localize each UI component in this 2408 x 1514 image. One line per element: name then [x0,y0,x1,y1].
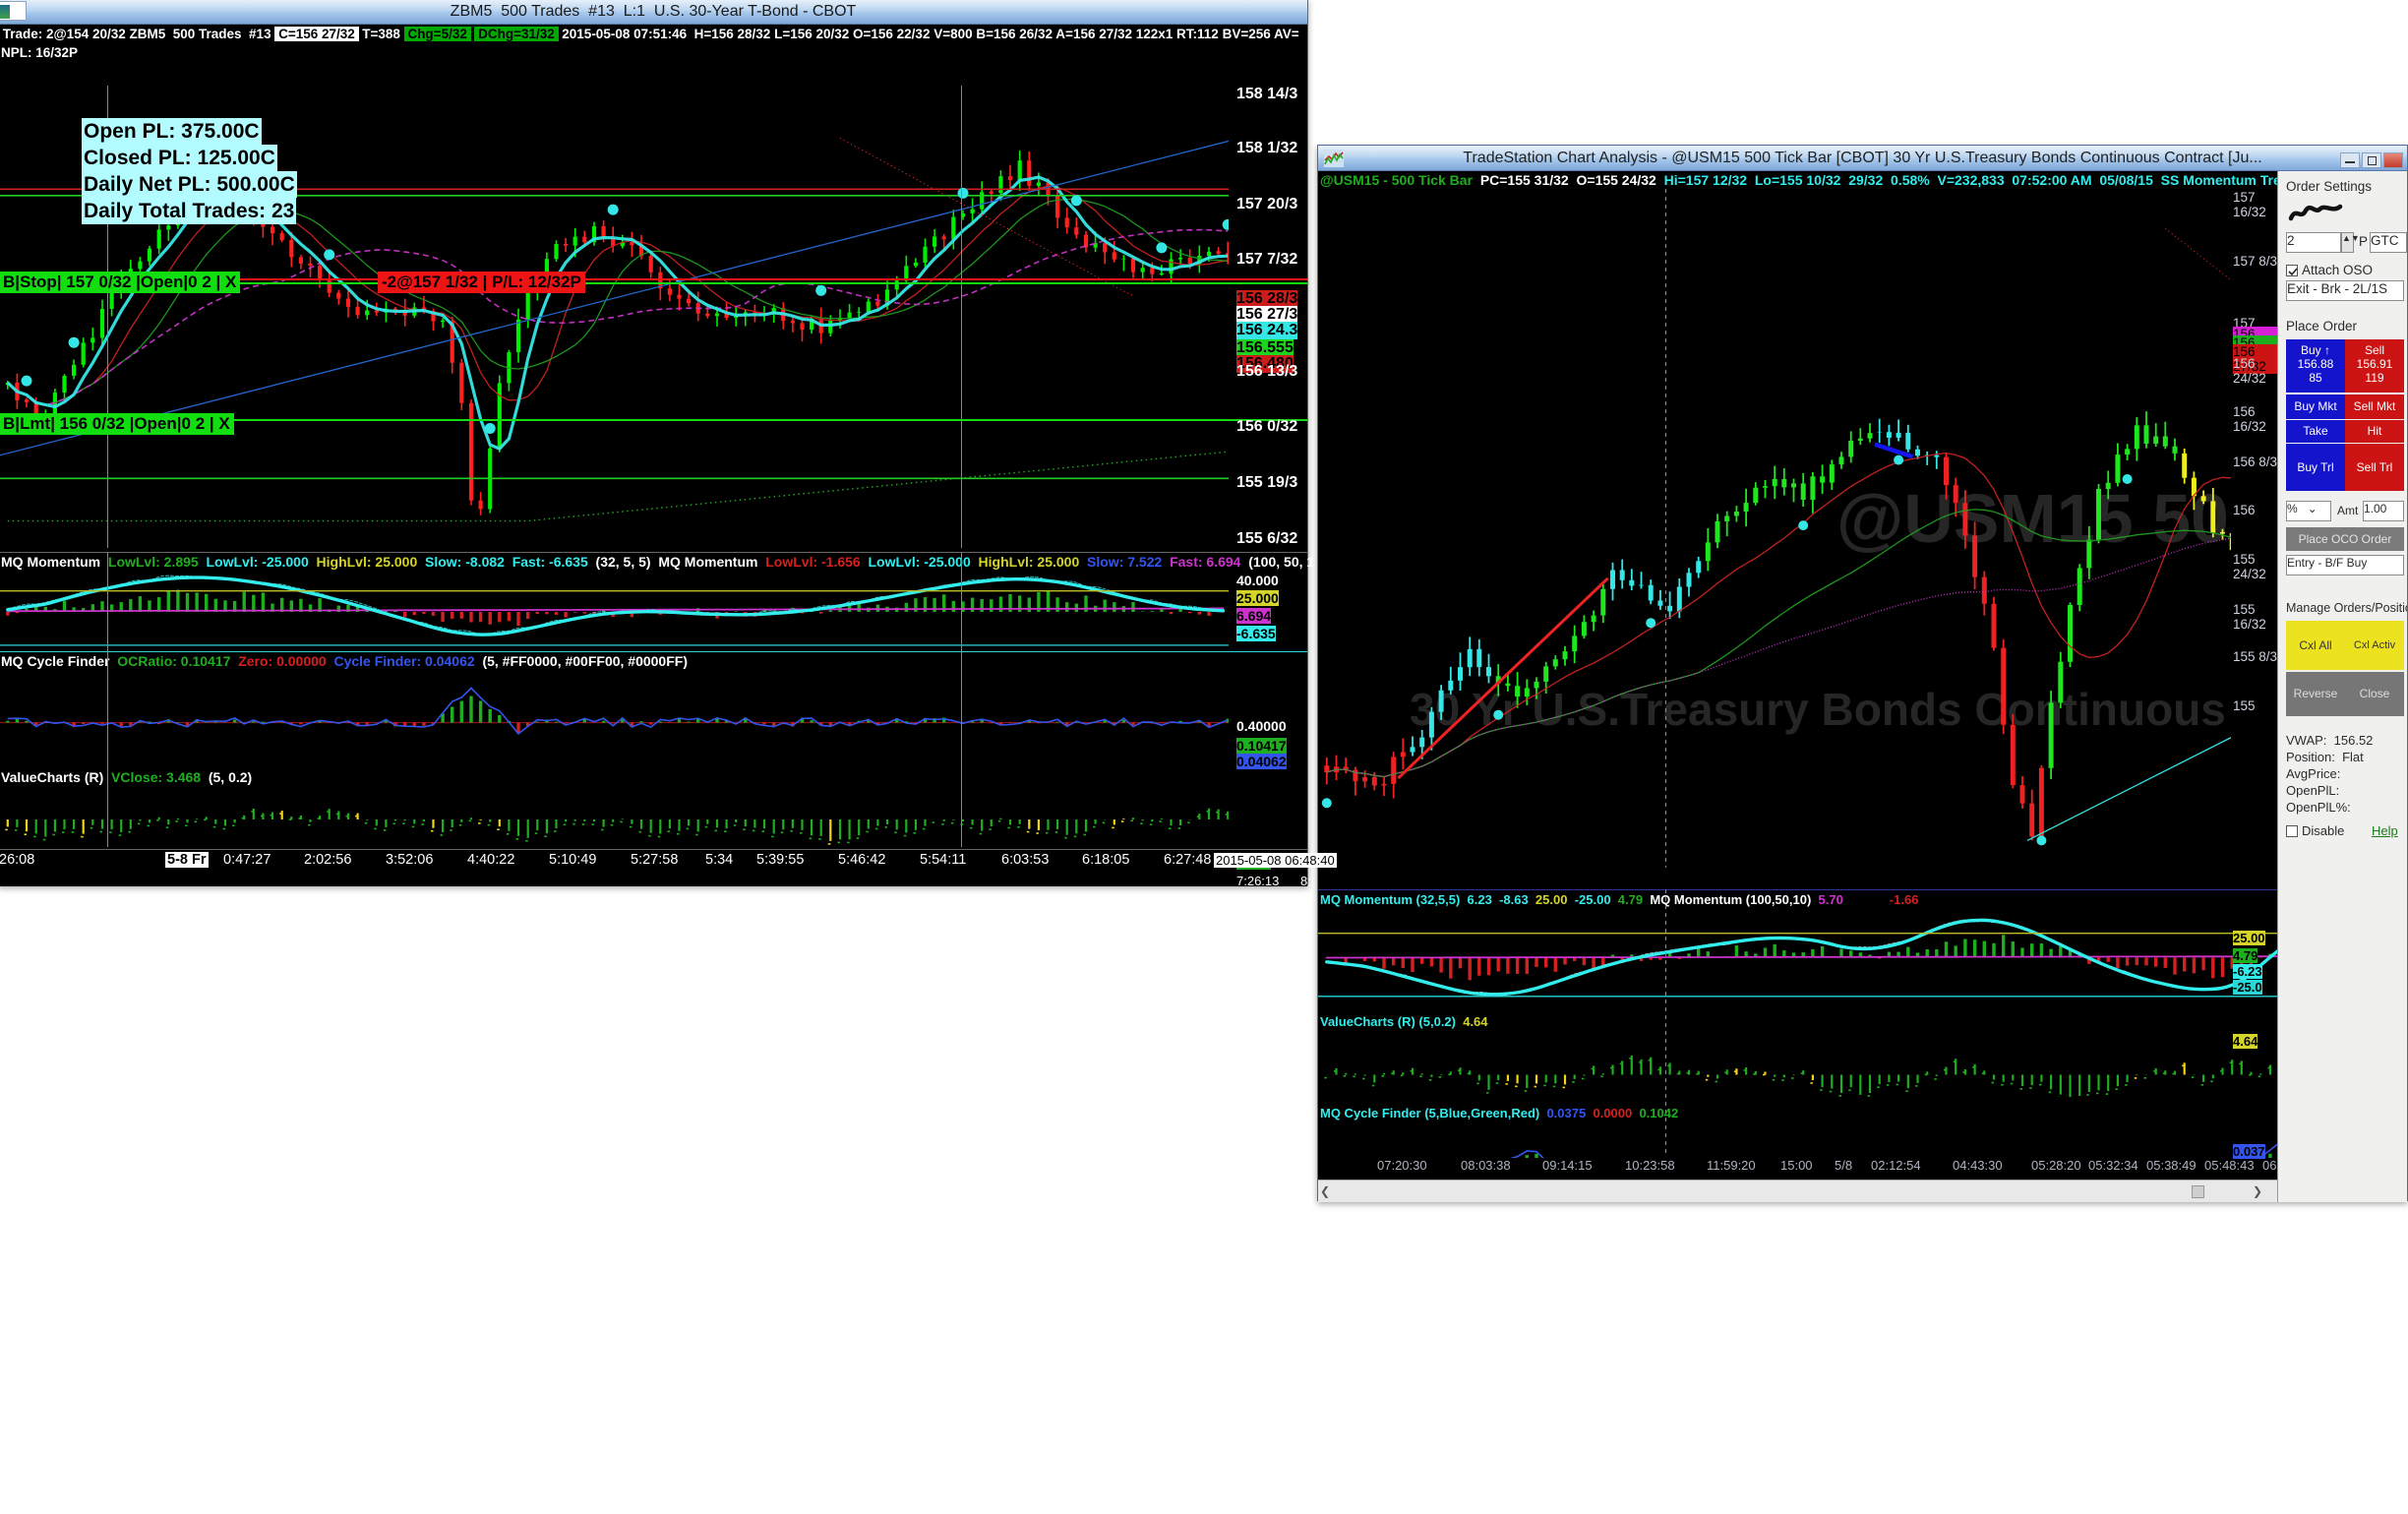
svg-text:30 Yr U.S.Treasury Bonds Conti: 30 Yr U.S.Treasury Bonds Continuous Cont… [1410,684,2231,735]
svg-text:@USM15 500 Tick: @USM15 500 Tick [1836,480,2231,557]
